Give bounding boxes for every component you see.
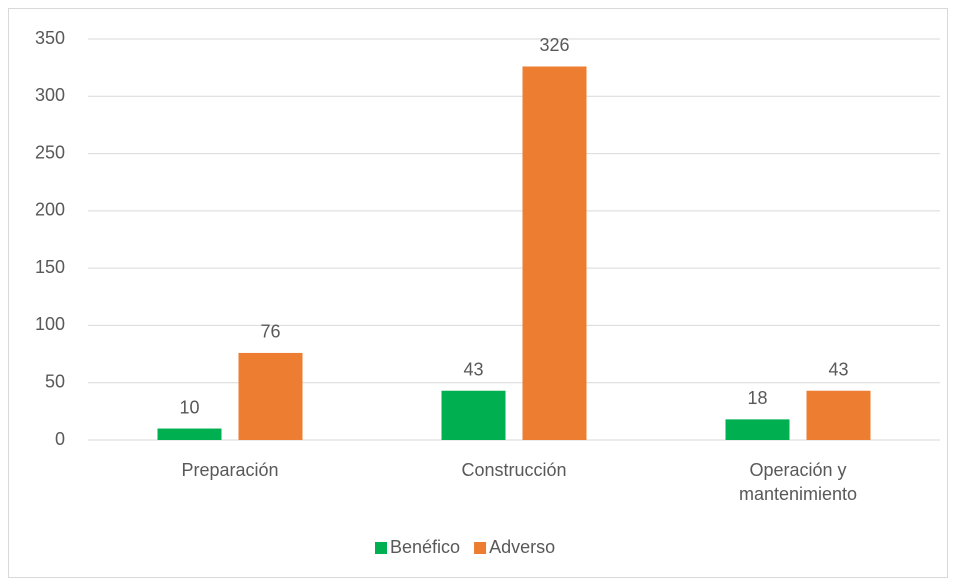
bar (441, 390, 506, 440)
legend-label: Adverso (489, 537, 555, 557)
y-tick-label: 300 (35, 85, 65, 105)
y-tick-label: 350 (35, 28, 65, 48)
data-label: 43 (828, 359, 848, 379)
y-tick-label: 50 (45, 371, 65, 391)
y-tick-label: 200 (35, 200, 65, 220)
legend-swatch (375, 542, 387, 554)
bar (806, 390, 871, 440)
legend-label: Benéfico (390, 537, 460, 557)
x-tick-label: Operación y mantenimiento (738, 460, 858, 504)
x-tick-label: Construcción (461, 460, 567, 480)
bar (725, 419, 790, 440)
data-label: 76 (260, 322, 280, 342)
bar (238, 352, 303, 440)
bar (157, 428, 222, 440)
data-label: 18 (747, 388, 767, 408)
legend-swatch (474, 542, 487, 554)
y-tick-label: 0 (55, 429, 65, 449)
chart-border (8, 8, 948, 578)
x-tick-label: Preparación (181, 460, 279, 480)
data-label: 43 (463, 359, 483, 379)
y-tick-label: 250 (35, 142, 65, 162)
y-tick-label: 150 (35, 257, 65, 277)
data-label: 10 (179, 397, 199, 417)
data-label: 326 (539, 35, 569, 55)
y-tick-label: 100 (35, 314, 65, 334)
bar (522, 66, 587, 441)
